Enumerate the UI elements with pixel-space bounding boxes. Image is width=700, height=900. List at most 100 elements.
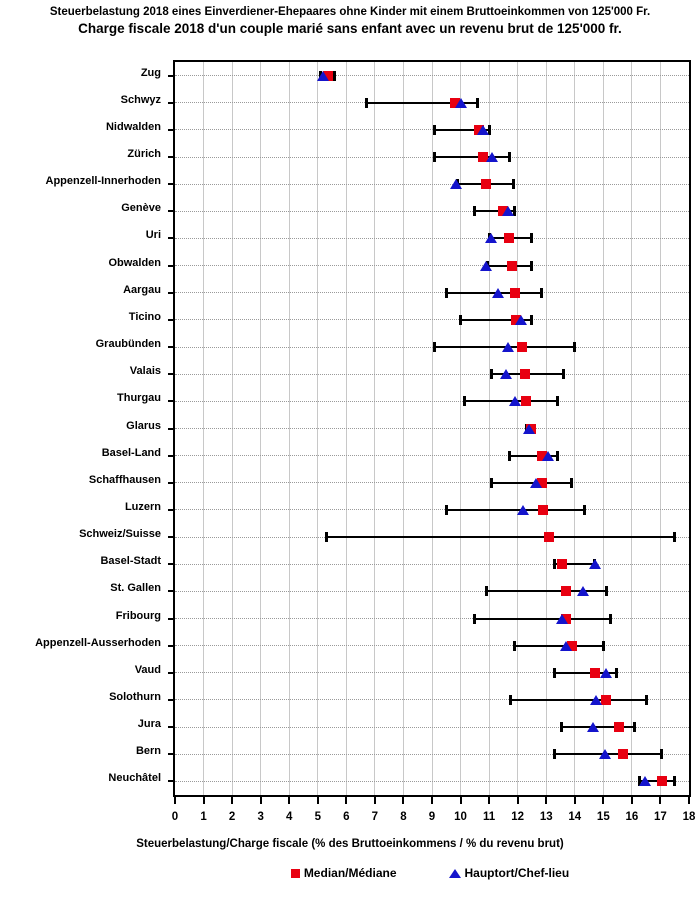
- hauptort-marker: [450, 179, 463, 190]
- median-square-icon: [290, 868, 300, 878]
- range-min-cap: [473, 206, 477, 217]
- range-max-cap: [511, 179, 515, 190]
- hauptort-marker: [638, 776, 651, 787]
- canton-label: Jura: [137, 718, 161, 731]
- x-tick-label: 12: [511, 811, 525, 823]
- row-guide-dots: [175, 726, 689, 728]
- legend-item-median: Median/Médiane: [290, 866, 397, 880]
- hauptort-marker: [454, 97, 467, 108]
- range-bar: [326, 536, 675, 539]
- hauptort-marker: [598, 749, 611, 760]
- range-min-cap: [484, 586, 488, 597]
- hauptort-marker: [517, 504, 530, 515]
- x-axis-tick: [402, 797, 405, 804]
- canton-label: Valais: [129, 365, 161, 378]
- legend-label-hauptort: Hauptort/Chef-lieu: [464, 866, 570, 880]
- y-axis-tick: [168, 454, 173, 457]
- canton-label: Basel-Land: [101, 446, 161, 459]
- range-min-cap: [553, 559, 557, 570]
- x-tick-label: 14: [568, 811, 582, 823]
- y-axis-tick: [168, 291, 173, 294]
- range-max-cap: [540, 287, 544, 298]
- x-tick-label: 4: [286, 811, 293, 823]
- y-axis-tick: [168, 698, 173, 701]
- y-axis-tick: [168, 563, 173, 566]
- x-axis-tick: [516, 797, 519, 804]
- range-bar: [366, 101, 478, 104]
- range-max-cap: [573, 342, 577, 353]
- canton-label: Bern: [135, 745, 161, 758]
- row-guide-dots: [175, 292, 689, 294]
- range-min-cap: [459, 314, 463, 325]
- y-axis-tick: [168, 156, 173, 159]
- median-marker: [516, 342, 527, 353]
- canton-label: Obwalden: [108, 256, 161, 269]
- canton-label: Graubünden: [95, 338, 161, 351]
- range-min-cap: [473, 613, 477, 624]
- range-min-cap: [490, 477, 494, 488]
- median-marker: [478, 152, 489, 163]
- median-marker: [556, 559, 567, 570]
- range-max-cap: [507, 152, 511, 163]
- canton-label: Ticino: [128, 310, 161, 323]
- range-min-cap: [507, 450, 511, 461]
- x-tick-label: 0: [171, 811, 179, 823]
- median-marker: [614, 722, 625, 733]
- y-axis-tick: [168, 346, 173, 349]
- canton-label: Glarus: [126, 419, 161, 432]
- range-max-cap: [556, 450, 560, 461]
- range-min-cap: [509, 694, 513, 705]
- canton-label: Basel-Stadt: [100, 555, 161, 568]
- range-bar: [554, 671, 617, 674]
- hauptort-marker: [555, 613, 568, 624]
- row-guide-dots: [175, 618, 689, 620]
- range-max-cap: [513, 206, 517, 217]
- hauptort-marker: [514, 314, 527, 325]
- range-max-cap: [476, 97, 480, 108]
- x-axis-tick: [202, 797, 205, 804]
- y-axis-tick: [168, 753, 173, 756]
- y-axis-tick: [168, 373, 173, 376]
- range-bar: [434, 128, 490, 131]
- hauptort-marker: [500, 369, 513, 380]
- hauptort-marker: [590, 694, 603, 705]
- x-tick-label: 2: [228, 811, 236, 823]
- y-axis-tick: [168, 671, 173, 674]
- row-guide-dots: [175, 265, 689, 267]
- row-guide-dots: [175, 156, 689, 158]
- range-min-cap: [324, 532, 328, 543]
- range-min-cap: [433, 124, 437, 135]
- canton-label: Zürich: [127, 148, 161, 161]
- row-guide-dots: [175, 563, 689, 565]
- hauptort-marker: [523, 423, 536, 434]
- x-axis-tick: [545, 797, 548, 804]
- hauptort-marker: [480, 260, 493, 271]
- range-max-cap: [556, 396, 560, 407]
- canton-label: Luzern: [124, 500, 161, 513]
- hauptort-marker: [501, 206, 514, 217]
- x-axis-tick: [231, 797, 234, 804]
- x-tick-label: 3: [257, 811, 264, 823]
- hauptort-marker: [508, 396, 521, 407]
- y-axis-tick: [168, 183, 173, 186]
- x-tick-label: 6: [343, 811, 350, 823]
- row-guide-dots: [175, 455, 689, 457]
- canton-label: Appenzell-Ausserhoden: [35, 636, 161, 649]
- median-marker: [618, 749, 629, 760]
- range-max-cap: [333, 70, 337, 81]
- range-bar: [446, 508, 585, 511]
- row-guide-dots: [175, 129, 689, 131]
- y-axis-tick: [168, 644, 173, 647]
- range-min-cap: [553, 667, 557, 678]
- canton-label: Uri: [145, 229, 161, 242]
- hauptort-marker: [477, 124, 490, 135]
- row-guide-dots: [175, 672, 689, 674]
- x-axis-tick: [688, 797, 690, 804]
- y-axis-tick: [168, 400, 173, 403]
- x-tick-label: 8: [400, 811, 407, 823]
- y-axis-tick: [168, 780, 173, 783]
- legend-item-hauptort: Hauptort/Chef-lieu: [448, 866, 570, 880]
- y-axis-tick: [168, 237, 173, 240]
- range-bar: [474, 617, 611, 620]
- y-axis-tick: [168, 74, 173, 77]
